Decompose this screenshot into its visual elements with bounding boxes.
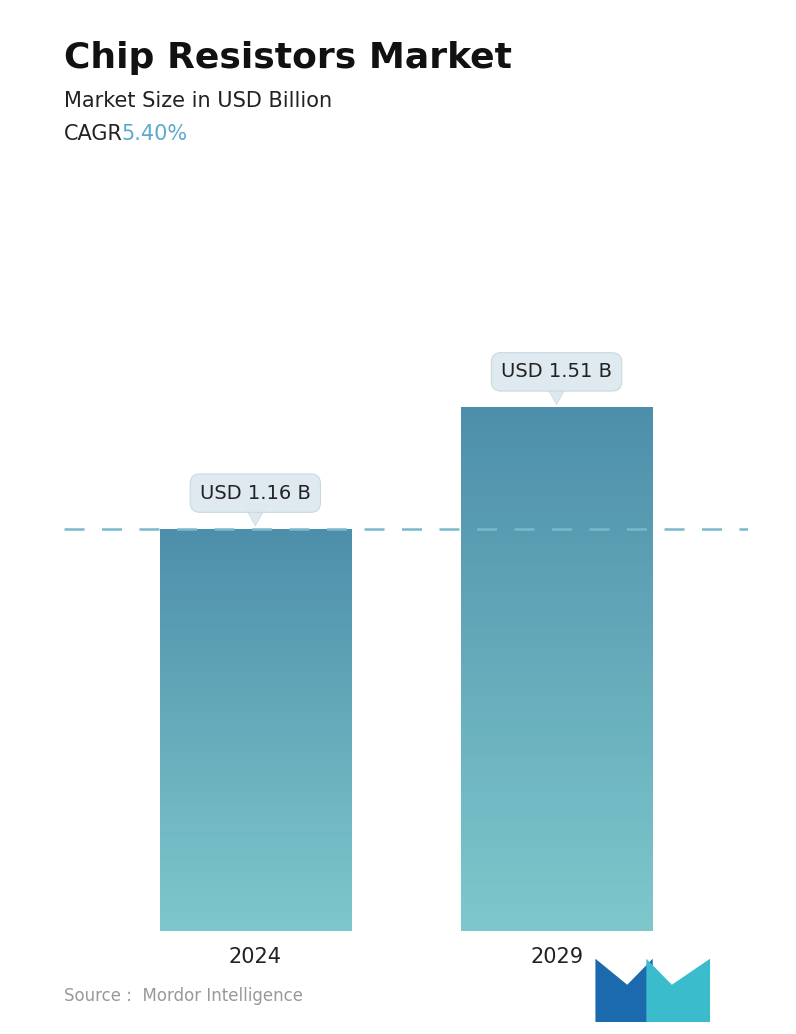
Text: Source :  Mordor Intelligence: Source : Mordor Intelligence	[64, 987, 302, 1005]
Text: Market Size in USD Billion: Market Size in USD Billion	[64, 91, 332, 111]
Text: Chip Resistors Market: Chip Resistors Market	[64, 41, 512, 75]
Polygon shape	[595, 959, 653, 1022]
Text: CAGR: CAGR	[64, 124, 123, 144]
Text: USD 1.16 B: USD 1.16 B	[200, 484, 310, 503]
Polygon shape	[243, 504, 267, 526]
Text: USD 1.51 B: USD 1.51 B	[501, 362, 612, 382]
Polygon shape	[544, 383, 569, 404]
Text: 5.40%: 5.40%	[121, 124, 187, 144]
Polygon shape	[646, 959, 710, 1022]
